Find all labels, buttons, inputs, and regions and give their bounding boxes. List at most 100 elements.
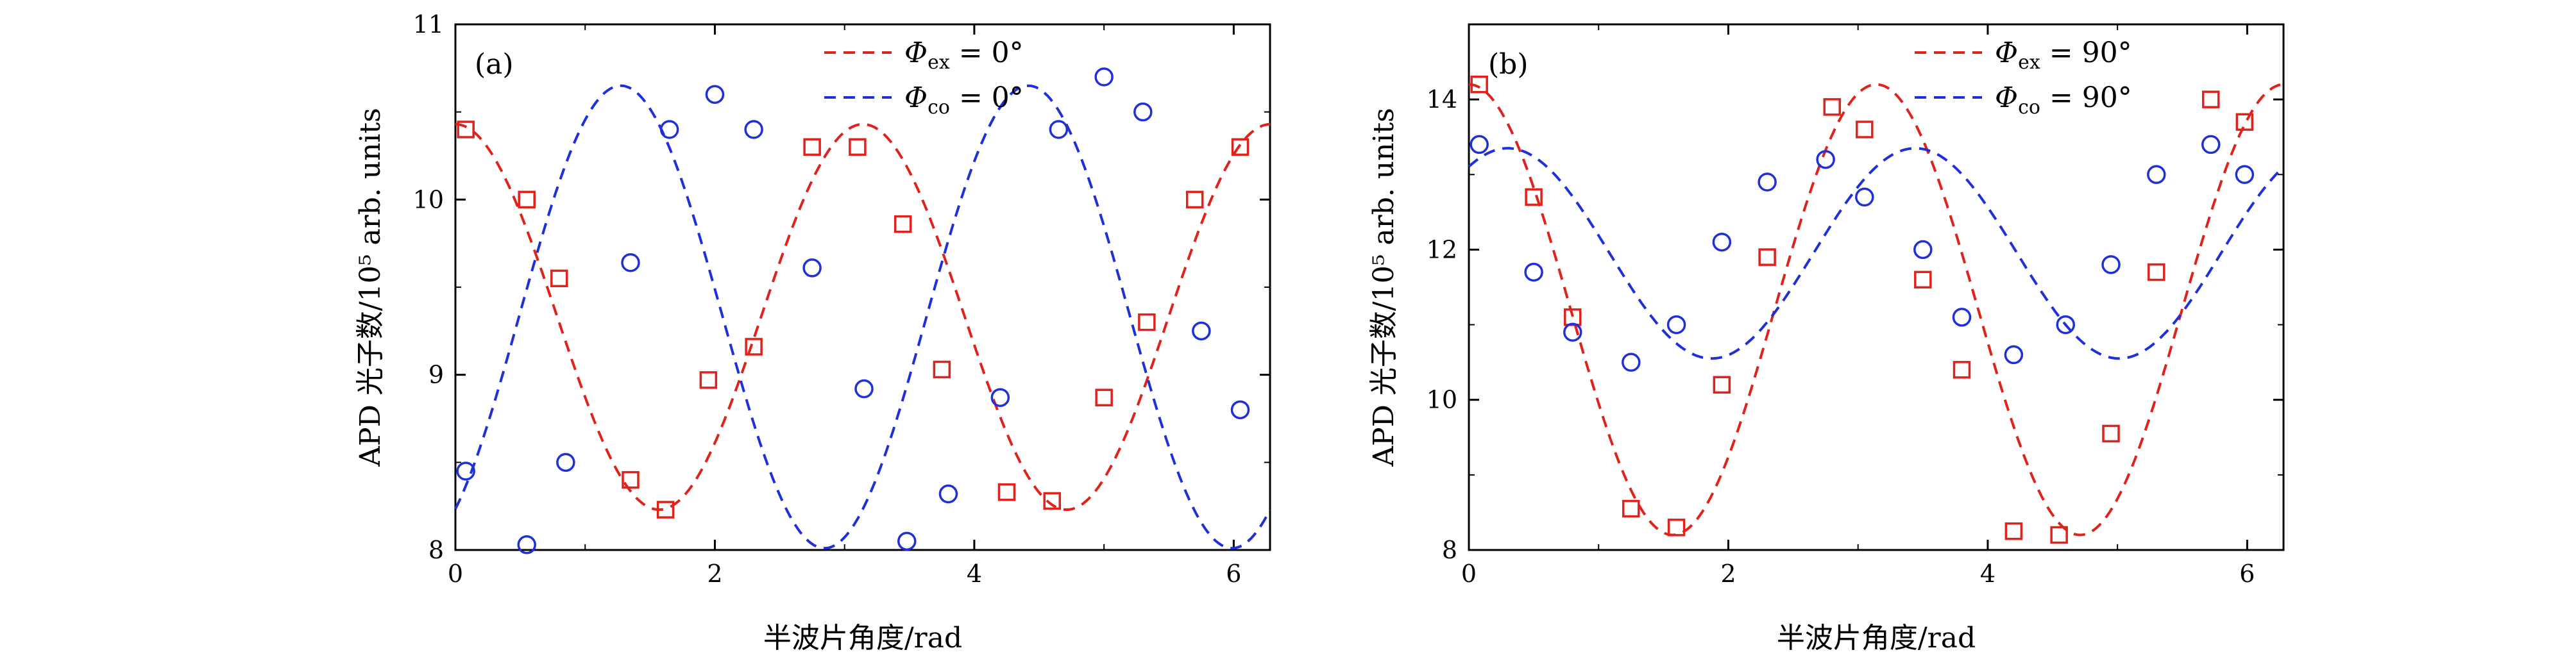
data-point-circle: [2004, 345, 2024, 365]
ticks-b: 0 2 4 6 8 10 12 14: [1427, 24, 2284, 588]
data-point-square: [457, 121, 475, 138]
x-tick-label: 0: [1461, 560, 1477, 588]
data-point-square: [1823, 98, 1841, 116]
legend-label-ex-b: Φex = 90°: [1995, 37, 2132, 74]
y-tick-label: 8: [428, 536, 444, 564]
data-point-square: [933, 360, 951, 379]
data-point-circle: [1816, 150, 1835, 169]
data-points-a: [456, 67, 1250, 554]
data-points-b: [1470, 75, 2255, 544]
data-point-square: [1043, 492, 1062, 510]
data-point-square: [699, 371, 718, 389]
fit-curves-a: [454, 84, 1271, 550]
y-tick-label: 10: [413, 185, 444, 213]
data-point-circle: [2201, 135, 2221, 154]
data-point-square: [1185, 190, 1204, 209]
data-point-square: [745, 338, 763, 356]
data-point-circle: [517, 535, 536, 554]
data-point-square: [1667, 519, 1686, 537]
fit-curve-co: [454, 84, 1271, 550]
data-point-circle: [1470, 135, 1489, 154]
data-point-circle: [744, 120, 763, 139]
x-axis-label-a: 半波片角度/rad: [763, 622, 962, 654]
data-point-circle: [1855, 187, 1874, 207]
data-point-square: [894, 215, 912, 233]
data-point-circle: [556, 453, 575, 472]
x-tick-label: 6: [2239, 560, 2255, 588]
legend-label-co-a: Φco = 0°: [904, 81, 1024, 119]
data-point-circle: [1952, 308, 1972, 327]
data-point-square: [1138, 313, 1156, 331]
data-point-circle: [621, 253, 640, 272]
y-tick-label: 8: [1442, 536, 1457, 564]
data-point-circle: [1758, 172, 1777, 192]
data-point-circle: [1094, 67, 1114, 87]
x-tick-label: 2: [1720, 560, 1736, 588]
data-point-circle: [1524, 262, 1543, 282]
data-point-square: [2050, 526, 2068, 544]
data-point-square: [2004, 522, 2023, 540]
y-tick-label: 12: [1427, 235, 1457, 263]
data-point-circle: [1133, 102, 1153, 122]
legend-label-co-b: Φco = 90°: [1995, 81, 2132, 119]
data-point-square: [1622, 499, 1640, 518]
data-point-square: [2148, 263, 2165, 281]
data-point-circle: [854, 379, 874, 399]
data-point-circle: [1192, 321, 1211, 341]
legend-b: Φex = 90° Φco = 90°: [1915, 37, 2132, 119]
x-tick-label: 4: [967, 560, 982, 588]
panel-b: 0 2 4 6 8 10 12 14 (b) Φex = 90° Φco = 90° 半波片角…: [1368, 23, 2285, 654]
data-point-circle: [2101, 255, 2121, 274]
data-point-square: [1095, 388, 1113, 406]
data-point-square: [1953, 361, 1971, 379]
data-point-square: [656, 501, 675, 519]
fit-curve-ex: [1468, 83, 2284, 537]
ticks-a: 0 2 4 6 8 9 10 11: [413, 10, 1270, 588]
data-point-square: [1758, 248, 1776, 266]
data-point-circle: [2056, 315, 2076, 335]
y-tick-label: 9: [428, 361, 444, 389]
plot-frame-b: [1468, 23, 2285, 551]
data-point-square: [550, 269, 568, 288]
data-point-circle: [990, 388, 1010, 407]
panel-a: 0 2 4 6 8 9 10 11 (a) Φex = 0° Φco = 0° 半波片角度/r…: [354, 10, 1271, 654]
data-point-circle: [1230, 400, 1250, 420]
data-point-square: [1470, 75, 1488, 94]
data-point-circle: [456, 462, 475, 481]
panel-label-a: (a): [475, 48, 514, 81]
data-point-square: [2235, 113, 2254, 131]
legend-label-ex-a: Φex = 0°: [904, 37, 1024, 74]
x-axis-label-b: 半波片角度/rad: [1777, 622, 1976, 654]
data-point-circle: [1913, 240, 1933, 260]
data-point-circle: [2147, 165, 2166, 185]
legend-a: Φex = 0° Φco = 0°: [824, 37, 1024, 119]
data-point-square: [1856, 121, 1874, 138]
y-axis-label-b: APD 光子数/10⁵ arb. units: [1368, 108, 1400, 467]
y-axis-label-a: APD 光子数/10⁵ arb. units: [354, 108, 387, 467]
plot-frame-a: [454, 23, 1271, 551]
panel-label-b: (b): [1488, 48, 1529, 81]
data-point-square: [1231, 138, 1250, 156]
fit-curves-b: [1468, 83, 2285, 537]
data-point-square: [1525, 188, 1543, 206]
data-point-circle: [897, 531, 917, 551]
data-point-circle: [1622, 353, 1641, 372]
data-point-square: [1713, 376, 1731, 394]
data-point-circle: [2235, 165, 2255, 185]
data-point-square: [1914, 271, 1932, 289]
x-tick-label: 2: [707, 560, 722, 588]
data-point-circle: [938, 484, 958, 504]
data-point-circle: [1563, 322, 1582, 342]
data-point-circle: [705, 85, 725, 104]
data-point-circle: [1049, 120, 1069, 139]
fit-curve-ex: [455, 122, 1271, 512]
data-point-circle: [802, 258, 822, 278]
data-point-square: [518, 190, 536, 209]
data-point-square: [2202, 90, 2220, 108]
y-tick-label: 10: [1427, 386, 1457, 414]
x-tick-label: 6: [1226, 560, 1241, 588]
data-point-square: [2102, 424, 2120, 443]
y-tick-label: 11: [413, 10, 444, 38]
x-tick-label: 0: [448, 560, 463, 588]
